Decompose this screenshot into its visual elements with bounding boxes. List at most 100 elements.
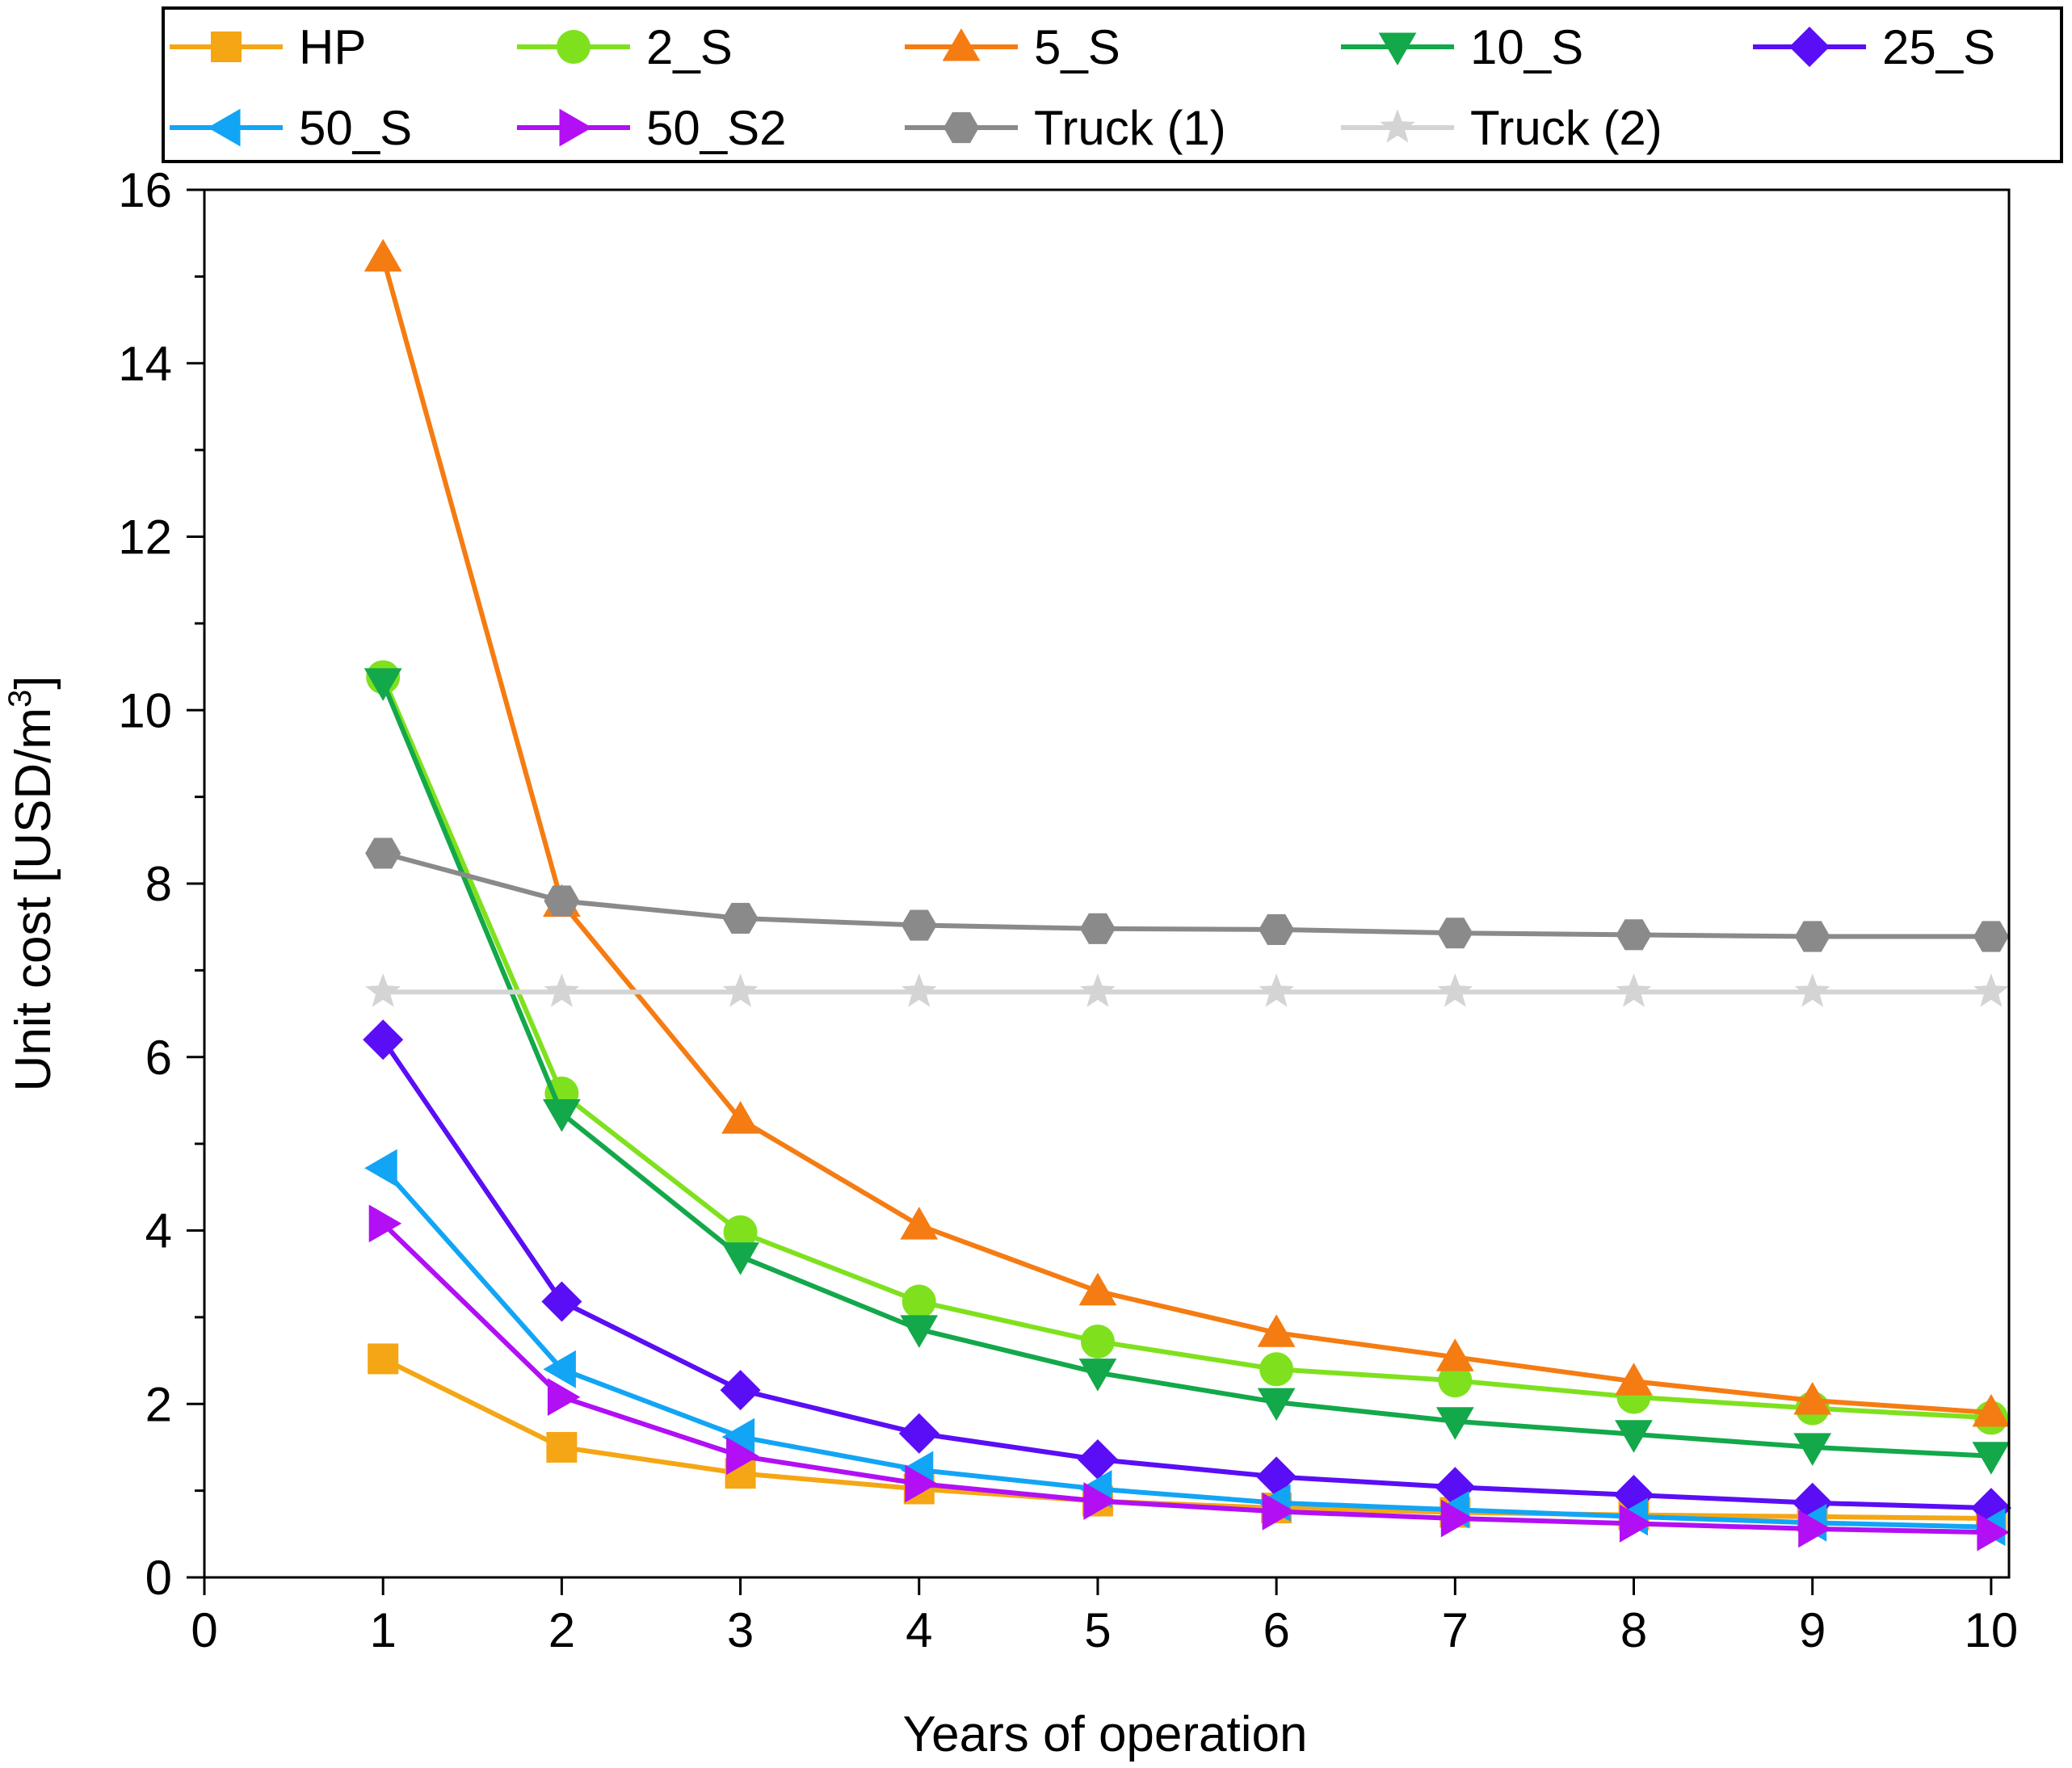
data-point-10-s [1793, 1433, 1832, 1466]
y-tick-label: 4 [145, 1204, 172, 1258]
data-point-truck-1 [1259, 913, 1295, 945]
data-point-truck-1 [901, 909, 937, 941]
y-tick-label: 2 [145, 1377, 172, 1431]
data-point-truck-1 [365, 838, 401, 869]
x-tick-label: 6 [1263, 1603, 1289, 1657]
data-point-truck-2 [544, 973, 580, 1007]
legend-item-50-s: 50_S [170, 101, 412, 155]
series-50-s [364, 1149, 2006, 1547]
x-tick-label: 5 [1084, 1603, 1111, 1657]
x-tick-label: 10 [1965, 1603, 2019, 1657]
data-point-25-s [541, 1281, 582, 1322]
data-point-5-s [1078, 1272, 1117, 1306]
legend-item-hp: HP [170, 20, 366, 74]
x-tick-label: 2 [548, 1603, 575, 1657]
data-point-50-s [721, 1417, 755, 1456]
data-point-50-s2 [547, 1378, 581, 1416]
y-tick-label: 16 [118, 163, 172, 217]
y-tick-label: 6 [145, 1031, 172, 1085]
data-point-10-s [543, 1099, 581, 1132]
legend-box [162, 6, 2063, 163]
data-point-truck-1 [1079, 913, 1116, 944]
data-point-truck-2 [1259, 973, 1294, 1007]
data-point-2-s [1259, 1352, 1294, 1387]
data-point-50-s2 [1620, 1505, 1653, 1543]
series-line-truck-1 [382, 850, 1991, 939]
data-point-hp [546, 1431, 578, 1463]
y-tick-label: 14 [118, 337, 172, 391]
x-tick-label: 8 [1620, 1603, 1647, 1657]
data-point-10-s [364, 668, 402, 701]
data-point-truck-1 [544, 885, 580, 917]
series-5-s [364, 238, 2011, 1427]
data-point-5-s [900, 1207, 939, 1240]
legend-item-truck-2: Truck (2) [1341, 101, 1662, 155]
data-point-truck-2 [1080, 973, 1116, 1007]
y-tick-label: 10 [118, 683, 172, 737]
x-tick-label: 9 [1799, 1603, 1826, 1657]
data-point-2-s [723, 1215, 758, 1249]
data-point-5-s [1435, 1338, 1474, 1371]
data-point-50-s2 [905, 1464, 938, 1503]
legend-marker [1378, 32, 1417, 65]
data-point-10-s [1435, 1407, 1474, 1440]
data-point-truck-2 [365, 973, 401, 1007]
y-axis-title-main: Unit cost [USD/m [6, 708, 61, 1091]
data-point-truck-2 [901, 973, 937, 1007]
y-tick-label: 0 [145, 1551, 172, 1605]
series-line-25-s [380, 1038, 1991, 1511]
legend-marker [557, 30, 590, 64]
legend-marker [942, 28, 981, 61]
legend-item-25-s: 25_S [1753, 20, 1995, 74]
legend-item-10-s: 10_S [1341, 20, 1583, 74]
legend-item-50-s2: 50_S2 [517, 101, 787, 155]
data-point-truck-1 [1437, 918, 1473, 949]
legend-marker [211, 31, 242, 62]
data-point-5-s [721, 1101, 759, 1134]
data-point-10-s [721, 1242, 759, 1275]
data-point-50-s2 [1977, 1513, 2010, 1552]
legend-label: 25_S [1882, 20, 1995, 74]
data-point-10-s [1615, 1420, 1653, 1453]
series-layer [363, 238, 2011, 1552]
y-axis-title: Unit cost [USD/m3] [2, 676, 61, 1092]
data-point-truck-1 [1973, 921, 2009, 952]
legend-label: 50_S [299, 101, 412, 155]
legend-label: 50_S2 [646, 101, 787, 155]
series-10-s [364, 668, 2011, 1475]
legend-item-truck-1: Truck (1) [905, 101, 1226, 155]
y-axis-title-suffix: ] [6, 676, 61, 690]
legend-label: 2_S [646, 20, 733, 74]
data-point-hp [368, 1343, 399, 1375]
data-point-50-s2 [368, 1204, 402, 1243]
data-point-truck-2 [1437, 973, 1473, 1007]
data-point-25-s [898, 1413, 939, 1454]
series-line-50-s2 [381, 1221, 1991, 1535]
data-point-2-s [1080, 1324, 1115, 1359]
y-tick-label: 12 [118, 510, 172, 565]
data-point-5-s [1257, 1314, 1296, 1347]
data-point-50-s2 [1262, 1493, 1296, 1531]
series-line-50-s [380, 1166, 1991, 1530]
series-line-2-s [380, 676, 1992, 1421]
legend-item-5-s: 5_S [905, 20, 1120, 74]
data-point-truck-1 [1616, 919, 1652, 951]
data-point-5-s [364, 238, 402, 272]
data-point-50-s2 [1083, 1482, 1116, 1520]
data-point-5-s [1615, 1363, 1653, 1396]
series-truck-1 [365, 838, 2009, 952]
data-point-25-s [363, 1019, 404, 1060]
series-line-5-s [380, 256, 1992, 1415]
data-point-10-s [900, 1315, 939, 1348]
legend-item-2-s: 2_S [517, 20, 733, 74]
data-point-2-s [902, 1284, 936, 1319]
legend-label: HP [299, 20, 366, 74]
data-point-truck-1 [722, 902, 759, 934]
legend: HP 2_S 5_S 10_S 25_S 50_S 50_S2 Truck (1) Truck … [170, 20, 1995, 155]
series-line-10-s [380, 681, 1992, 1459]
data-point-50-s2 [726, 1437, 759, 1476]
x-tick-label: 4 [906, 1603, 932, 1657]
legend-label: 5_S [1034, 20, 1120, 74]
data-point-2-s [1438, 1363, 1473, 1398]
